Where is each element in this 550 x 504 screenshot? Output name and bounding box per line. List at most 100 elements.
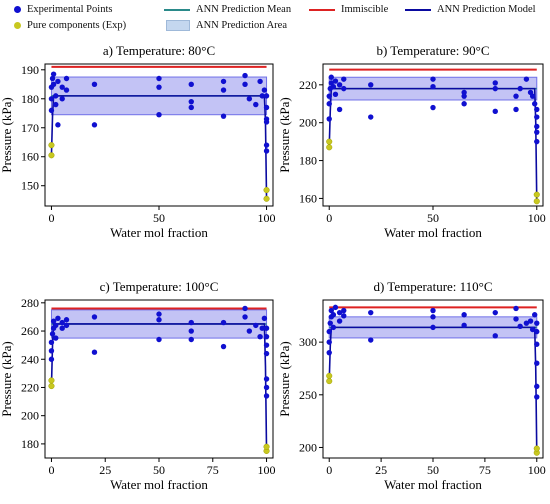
panel-a-pure-point-0 (48, 152, 55, 159)
panel-b-xlabel: Water mol fraction (384, 225, 482, 240)
legend-swatch-immiscible (309, 8, 335, 11)
panel-b-point-31 (534, 106, 540, 113)
panel-d-point-27 (529, 326, 536, 333)
panel-c-ytick-label: 220 (21, 380, 39, 394)
panel-a-point-13 (63, 75, 70, 82)
panel-b-ytick-label: 220 (299, 78, 317, 92)
panel-c-xtick-label: 0 (48, 463, 54, 477)
legend-swatch-ann-mean (164, 8, 190, 11)
panel-b-point-17 (430, 104, 436, 111)
panel-b-point-15 (430, 76, 436, 82)
panel-d-point-19 (461, 322, 467, 328)
panel-c-ytick-label: 200 (21, 409, 39, 423)
panel-c-point-13 (91, 314, 98, 320)
panel-d-ytick-label: 250 (299, 388, 317, 402)
panel-d-xtick-label: 0 (326, 463, 332, 477)
panel-d-point-21 (492, 333, 498, 339)
panel-a-point-36 (263, 142, 270, 148)
panel-a-ytick-label: 180 (21, 92, 39, 106)
legend-label-immiscible: Immiscible (341, 4, 389, 15)
panel-c-point-16 (156, 317, 162, 323)
panel-a-point-28 (253, 101, 259, 108)
panel-c-point-9 (59, 319, 65, 326)
legend-swatch-ann-model (405, 8, 431, 11)
panel-d-point-13 (368, 309, 374, 316)
panel-a-point-11 (59, 96, 65, 102)
panel-b-point-8 (332, 78, 339, 84)
legend-label-pure-components: Pure components (Exp) (27, 20, 127, 31)
panel-d-pure-point-1 (326, 372, 333, 379)
panel-b-point-11 (341, 85, 347, 92)
panel-a-point-33 (263, 104, 270, 111)
panel-a-point-26 (242, 81, 248, 87)
panel-b-point-20 (461, 101, 467, 107)
panel-a-point-27 (246, 96, 253, 102)
panel-d-point-14 (368, 337, 374, 343)
panel-c-pure-point-1 (48, 377, 55, 384)
panel-b-xtick-label: 50 (427, 211, 439, 225)
panel-b-point-2 (326, 93, 332, 99)
panel-a-point-15 (91, 122, 98, 128)
panel-d: 0 25 50 75 100 200 250 300 d) Temperature: 110°C… (277, 279, 546, 492)
panel-d-point-7 (330, 324, 337, 331)
panel-c-point-15 (156, 311, 162, 317)
panel-a-point-19 (188, 81, 194, 87)
panel-c: 0 25 50 75 100 180 200 220 240 260 280 c) Temperatu… (0, 279, 276, 492)
panel-d-point-11 (341, 313, 347, 319)
panel-a-point-22 (220, 78, 227, 85)
panel-d-point-15 (430, 307, 436, 314)
panel-a-point-35 (263, 119, 270, 125)
panel-d-plot-area (326, 304, 540, 456)
panel-b-point-19 (461, 93, 467, 99)
panel-d-point-2 (326, 328, 332, 335)
panel-c-point-25 (246, 328, 253, 334)
panel-b-point-0 (326, 116, 332, 122)
panel-b-point-33 (534, 123, 540, 130)
panel-b-title: b) Temperature: 90°C (376, 43, 489, 58)
panel-b-pure-point-1 (326, 138, 333, 145)
panel-d-point-29 (534, 320, 540, 326)
legend-label-ann-mean: ANN Prediction Mean (196, 4, 292, 15)
panel-c-point-23 (242, 305, 248, 312)
panel-c-point-7 (53, 335, 59, 341)
panel-a-model-line (50, 95, 268, 199)
panel-d-xtick-label: 75 (479, 463, 491, 477)
panel-d-point-20 (492, 309, 498, 316)
panel-a-point-37 (263, 148, 270, 154)
panel-a-point-29 (257, 78, 263, 85)
panel-b-point-18 (461, 89, 467, 96)
panel-b-point-30 (531, 101, 538, 107)
panel-d-pure-point-3 (533, 445, 540, 452)
legend-label-experimental-points: Experimental Points (27, 4, 113, 15)
panel-d-ylabel: Pressure (kPa) (277, 341, 292, 416)
panel-b-point-34 (534, 129, 540, 135)
panel-a-ytick-label: 190 (21, 63, 39, 77)
panel-c-point-1 (48, 348, 55, 354)
panel-c-point-22 (220, 343, 227, 350)
panel-a-point-6 (53, 93, 59, 99)
panel-c-point-32 (263, 342, 270, 348)
panel-b-point-16 (430, 84, 436, 90)
panel-c-point-12 (63, 317, 70, 323)
panel-d-point-9 (336, 309, 343, 316)
panel-b-point-29 (529, 93, 536, 99)
panel-c-point-21 (220, 319, 227, 326)
panel-b-ytick-label: 180 (299, 154, 317, 168)
panel-b-point-25 (513, 106, 519, 113)
panel-c-point-11 (63, 322, 70, 329)
panel-a-point-16 (156, 75, 162, 82)
panel-a-point-10 (59, 84, 65, 90)
panel-c-point-10 (59, 325, 65, 331)
panel-c-xtick-label: 50 (153, 463, 165, 477)
panel-c-point-28 (259, 325, 265, 331)
panel-b-point-21 (492, 80, 498, 86)
legend-item-ann-area: ANN Prediction Area (166, 20, 287, 31)
panel-c-point-36 (263, 393, 270, 399)
panel-d-point-1 (326, 339, 332, 345)
panel-d-xtick-label: 25 (375, 463, 387, 477)
panel-a-ytick-label: 160 (21, 150, 39, 164)
panel-c-point-17 (156, 336, 162, 343)
panel-c-point-27 (257, 333, 263, 340)
panel-d-xtick-label: 100 (528, 463, 546, 477)
